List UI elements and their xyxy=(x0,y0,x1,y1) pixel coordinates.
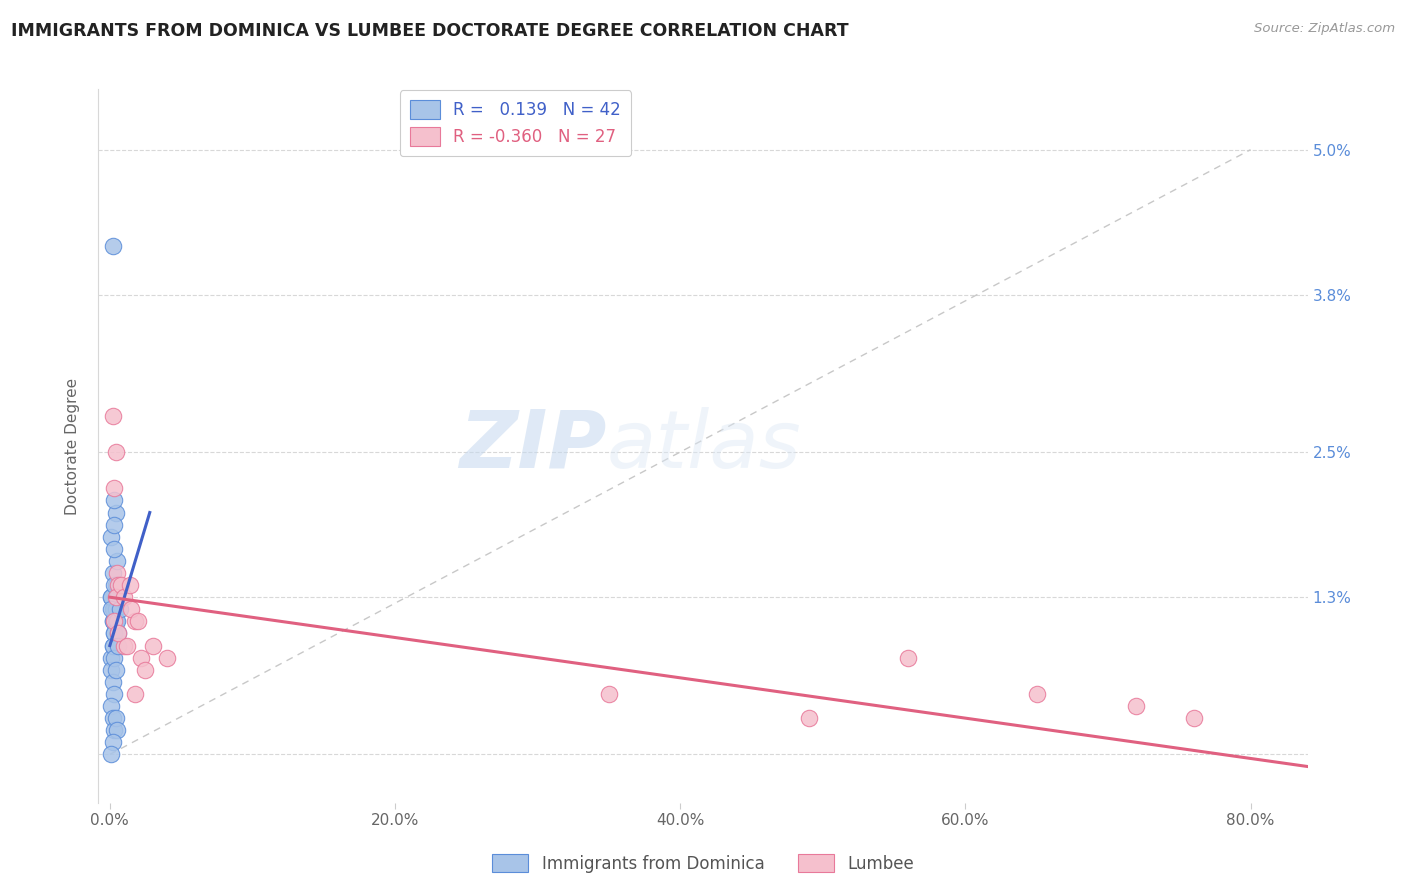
Point xyxy=(100,590,122,604)
Point xyxy=(107,626,129,640)
Point xyxy=(100,590,122,604)
Point xyxy=(104,590,127,604)
Point xyxy=(103,626,125,640)
Point xyxy=(142,639,165,653)
Point xyxy=(134,663,156,677)
Text: atlas: atlas xyxy=(606,407,801,485)
Point xyxy=(104,615,127,629)
Point xyxy=(112,639,135,653)
Legend: R =   0.139   N = 42, R = -0.360   N = 27: R = 0.139 N = 42, R = -0.360 N = 27 xyxy=(401,90,631,156)
Point xyxy=(105,554,128,568)
Point xyxy=(104,711,127,725)
Point xyxy=(100,530,122,544)
Point xyxy=(101,566,124,580)
Point xyxy=(112,590,135,604)
Point xyxy=(103,541,125,556)
Point xyxy=(104,445,127,459)
Point xyxy=(101,639,124,653)
Point xyxy=(101,615,124,629)
Point xyxy=(797,711,820,725)
Point xyxy=(101,409,124,423)
Point xyxy=(100,650,122,665)
Point xyxy=(598,687,620,701)
Point xyxy=(101,639,124,653)
Point xyxy=(101,711,124,725)
Point xyxy=(101,239,124,253)
Point xyxy=(108,602,131,616)
Point xyxy=(1025,687,1047,701)
Point xyxy=(1125,699,1147,714)
Point xyxy=(104,663,127,677)
Point xyxy=(115,639,138,653)
Point xyxy=(118,578,141,592)
Y-axis label: Doctorate Degree: Doctorate Degree xyxy=(65,377,80,515)
Point xyxy=(1182,711,1205,725)
Point xyxy=(103,650,125,665)
Point xyxy=(100,699,122,714)
Point xyxy=(129,650,152,665)
Text: Source: ZipAtlas.com: Source: ZipAtlas.com xyxy=(1254,22,1395,36)
Point xyxy=(105,723,128,738)
Point xyxy=(104,590,127,604)
Point xyxy=(127,615,149,629)
Point xyxy=(101,735,124,749)
Point xyxy=(124,687,146,701)
Point xyxy=(103,615,125,629)
Point xyxy=(104,602,127,616)
Point xyxy=(105,590,128,604)
Point xyxy=(104,506,127,520)
Text: ZIP: ZIP xyxy=(458,407,606,485)
Point xyxy=(100,663,122,677)
Point xyxy=(103,626,125,640)
Point xyxy=(101,615,124,629)
Text: IMMIGRANTS FROM DOMINICA VS LUMBEE DOCTORATE DEGREE CORRELATION CHART: IMMIGRANTS FROM DOMINICA VS LUMBEE DOCTO… xyxy=(11,22,849,40)
Point xyxy=(104,578,127,592)
Point xyxy=(101,674,124,689)
Point xyxy=(103,493,125,508)
Point xyxy=(100,747,122,762)
Point xyxy=(124,615,146,629)
Point xyxy=(103,578,125,592)
Point xyxy=(105,615,128,629)
Point xyxy=(156,650,179,665)
Point xyxy=(100,602,122,616)
Point xyxy=(103,723,125,738)
Point xyxy=(101,602,124,616)
Point xyxy=(897,650,920,665)
Point xyxy=(103,517,125,532)
Point xyxy=(103,481,125,495)
Point xyxy=(110,578,132,592)
Point xyxy=(103,602,125,616)
Point xyxy=(107,578,129,592)
Legend: Immigrants from Dominica, Lumbee: Immigrants from Dominica, Lumbee xyxy=(485,847,921,880)
Point xyxy=(105,566,128,580)
Point xyxy=(120,602,142,616)
Point xyxy=(107,639,129,653)
Point xyxy=(103,687,125,701)
Point xyxy=(107,626,129,640)
